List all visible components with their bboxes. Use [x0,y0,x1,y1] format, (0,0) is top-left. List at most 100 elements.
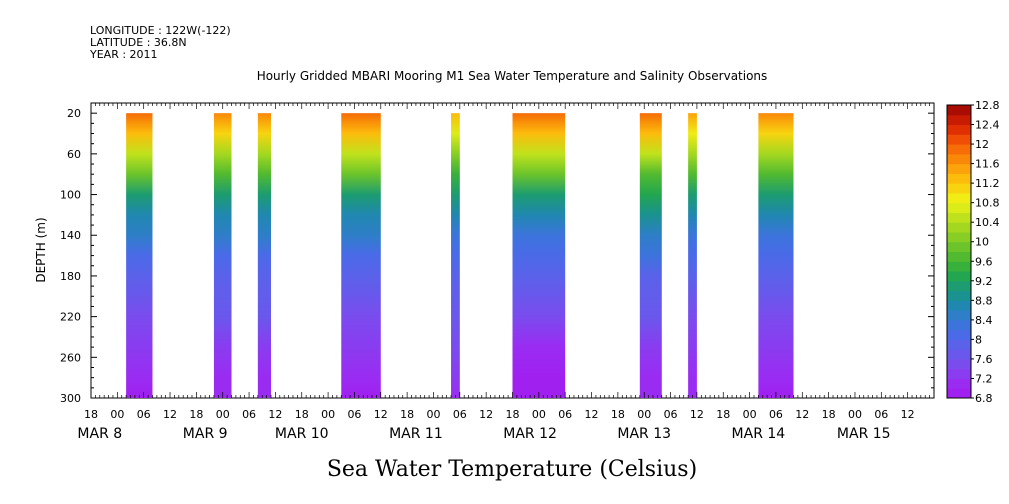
colorbar-swatch [947,329,971,340]
y-tick-label: 20 [67,107,81,120]
year-label: YEAR : 2011 [90,48,158,61]
x-tick-label: 12 [479,408,493,421]
date-label: MAR 15 [837,426,891,442]
date-label: MAR 11 [389,426,443,442]
x-tick-label: 00 [532,408,546,421]
x-tick-label: 18 [84,408,98,421]
colorbar-label: 10.8 [975,197,1000,210]
colorbar-swatch [947,134,971,145]
colorbar-swatch [947,388,971,399]
x-tick-label: 00 [426,408,440,421]
colorbar-swatch [947,105,971,116]
colorbar-label: 7.6 [975,353,993,366]
chart-caption: Sea Water Temperature (Celsius) [327,457,697,482]
colorbar-label: 10 [975,236,989,249]
x-tick-label: 12 [795,408,809,421]
colorbar-swatch [947,261,971,272]
x-tick-label: 18 [400,408,414,421]
colorbar-swatch [947,114,971,126]
x-tick-label: 00 [110,408,124,421]
date-label: MAR 10 [275,426,329,442]
colorbar-label: 6.8 [975,392,993,405]
colorbar-swatch [947,358,971,370]
data-segment [213,113,232,398]
colorbar-swatch [947,280,971,292]
colorbar-swatch [947,124,971,135]
colorbar-label: 8.4 [975,314,993,327]
date-label: MAR 9 [183,426,228,442]
x-tick-label: 06 [137,408,151,421]
colorbar-swatch [947,378,971,389]
longitude-label: LONGITUDE : 122W(-122) [90,24,231,37]
colorbar-swatch [947,144,971,155]
x-tick-label: 00 [848,408,862,421]
colorbar-label: 9.2 [975,275,993,288]
data-segment [257,113,272,398]
colorbar-swatch [947,339,971,350]
colorbar-swatch [947,173,971,184]
x-tick-label: 18 [611,408,625,421]
colorbar-label: 8.8 [975,294,993,307]
x-tick-label: 12 [690,408,704,421]
date-label: MAR 12 [503,426,557,442]
colorbar-label: 11.6 [975,158,1000,171]
x-tick-label: 18 [506,408,520,421]
colorbar-label: 10.4 [975,216,1000,229]
colorbar-label: 8 [975,333,982,346]
y-tick-label: 300 [60,392,81,405]
data-segment [451,113,460,398]
data-segment [126,113,153,398]
y-tick-label: 260 [60,351,81,364]
colorbar-swatch [947,310,971,321]
x-tick-label: 18 [189,408,203,421]
colorbar-label: 7.2 [975,372,993,385]
date-label: MAR 14 [732,426,786,442]
x-tick-label: 12 [268,408,282,421]
x-tick-label: 06 [242,408,256,421]
x-tick-label: 06 [874,408,888,421]
data-segments [126,113,794,398]
x-tick-label: 06 [769,408,783,421]
colorbar-label: 12 [975,138,989,151]
y-tick-label: 140 [60,229,81,242]
chart-title: Hourly Gridded MBARI Mooring M1 Sea Wate… [257,69,768,83]
colorbar-label: 12.8 [975,99,1000,112]
x-tick-label: 12 [163,408,177,421]
x-tick-label: 06 [664,408,678,421]
x-tick-label: 06 [347,408,361,421]
colorbar-swatch [947,300,971,311]
colorbar-frame [946,104,972,399]
x-tick-label: 00 [321,408,335,421]
data-segment [688,113,697,398]
colorbar-swatch [947,231,971,243]
colorbar-label: 11.2 [975,177,1000,190]
colorbar-swatch [947,163,971,174]
x-tick-label: 12 [901,408,915,421]
y-tick-label: 220 [60,311,81,324]
y-tick-label: 100 [60,189,81,202]
x-tick-label: 00 [743,408,757,421]
colorbar-swatch [947,349,971,360]
x-tick-label: 00 [637,408,651,421]
colorbar: 6.8 7.2 7.6 8 8.4 8.8 9.2 9.6 10 10.4 10.8 11.2 11.6… [946,99,1000,405]
x-tick-label: 00 [216,408,230,421]
x-tick-label: 12 [585,408,599,421]
y-axis-label: DEPTH (m) [34,217,48,282]
x-tick-label: 06 [558,408,572,421]
x-tick-label: 18 [822,408,836,421]
data-segment [639,113,662,398]
colorbar-swatch [947,319,971,331]
colorbar-label: 9.6 [975,255,993,268]
colorbar-swatch [947,251,971,262]
colorbar-swatch [947,183,971,194]
colorbar-swatch [947,368,971,379]
y-tick-label: 60 [67,148,81,161]
x-tick-label: 18 [295,408,309,421]
colorbar-swatch [947,153,971,165]
colorbar-swatch [947,271,971,282]
colorbar-swatch [947,202,971,213]
data-segment [341,113,381,398]
colorbar-swatch [947,222,971,233]
